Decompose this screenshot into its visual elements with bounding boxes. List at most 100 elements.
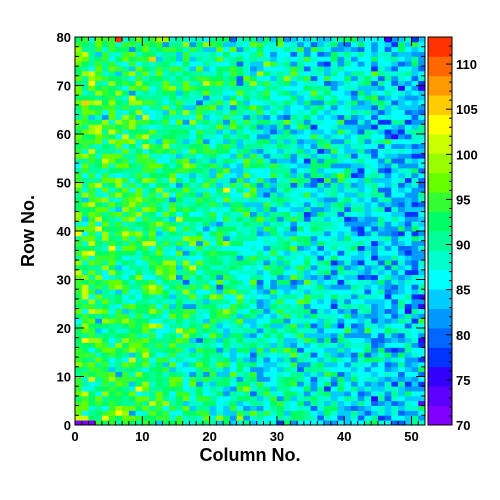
heatmap-cell xyxy=(182,163,190,169)
heatmap-cell xyxy=(135,371,143,377)
heatmap-cell xyxy=(149,255,157,261)
heatmap-cell xyxy=(223,216,231,222)
heatmap-cell xyxy=(122,231,130,237)
heatmap-cell xyxy=(377,192,386,198)
heatmap-cell xyxy=(398,37,406,43)
heatmap-cell xyxy=(384,124,392,130)
heatmap-cell xyxy=(344,342,352,348)
heatmap-cell xyxy=(108,37,116,43)
heatmap-cell xyxy=(155,114,163,120)
heatmap-cell xyxy=(182,104,190,111)
heatmap-cell xyxy=(108,381,116,387)
heatmap-cell xyxy=(122,85,130,91)
heatmap-cell xyxy=(357,90,365,96)
heatmap-cell xyxy=(324,337,332,343)
heatmap-cell xyxy=(391,400,399,406)
heatmap-cell xyxy=(182,235,190,242)
heatmap-cell xyxy=(135,167,143,174)
heatmap-cell xyxy=(411,163,419,169)
heatmap-cell xyxy=(357,104,365,111)
heatmap-cell xyxy=(290,260,298,266)
heatmap-cell xyxy=(344,66,352,72)
heatmap-cell xyxy=(384,104,392,111)
heatmap-cell xyxy=(317,104,325,111)
heatmap-cell xyxy=(95,391,103,397)
heatmap-cell xyxy=(149,182,157,188)
heatmap-cell xyxy=(398,104,406,111)
heatmap-cell xyxy=(202,284,211,290)
heatmap-cell xyxy=(135,216,143,222)
heatmap-cell xyxy=(209,75,217,82)
heatmap-cell xyxy=(209,85,217,91)
heatmap-cell xyxy=(101,240,110,246)
heatmap-cell xyxy=(135,405,143,411)
heatmap-cell xyxy=(418,376,426,382)
heatmap-cell xyxy=(108,95,116,101)
heatmap-cell xyxy=(364,163,372,169)
heatmap-cell xyxy=(324,332,332,339)
heatmap-cell xyxy=(276,177,285,183)
heatmap-cell xyxy=(270,308,278,314)
heatmap-cell xyxy=(310,395,318,402)
heatmap-cell xyxy=(276,211,285,217)
heatmap-cell xyxy=(196,153,204,159)
heatmap-cell xyxy=(330,221,338,227)
heatmap-cell xyxy=(283,235,291,242)
heatmap-cell xyxy=(169,75,177,82)
heatmap-cell xyxy=(75,347,83,353)
heatmap-cell xyxy=(357,221,365,227)
heatmap-cell xyxy=(337,318,345,324)
heatmap-cell xyxy=(108,80,116,86)
heatmap-cell xyxy=(317,371,325,377)
heatmap-cell xyxy=(202,104,211,111)
heatmap-cell xyxy=(330,66,338,72)
heatmap-cell xyxy=(276,206,285,212)
heatmap-cell xyxy=(75,264,83,271)
heatmap-cell xyxy=(303,255,311,261)
heatmap-cell xyxy=(122,352,130,358)
heatmap-cell xyxy=(324,347,332,353)
heatmap-cell xyxy=(398,410,406,416)
heatmap-cell xyxy=(229,51,237,57)
heatmap-cell xyxy=(209,143,217,149)
heatmap-cell xyxy=(169,172,177,179)
heatmap-cell xyxy=(202,129,211,135)
heatmap-cell xyxy=(155,357,163,363)
heatmap-cell xyxy=(169,381,177,387)
heatmap-cell xyxy=(196,95,204,101)
heatmap-cell xyxy=(196,119,204,125)
heatmap-cell xyxy=(142,80,150,86)
heatmap-cell xyxy=(256,269,264,276)
heatmap-cell xyxy=(223,371,231,377)
heatmap-cell xyxy=(250,192,258,198)
heatmap-cell xyxy=(344,143,352,149)
heatmap-cell xyxy=(216,231,224,237)
heatmap-cell xyxy=(216,201,224,208)
heatmap-cell xyxy=(122,395,130,402)
heatmap-cell xyxy=(344,95,352,101)
heatmap-cell xyxy=(337,395,345,402)
heatmap-cell xyxy=(236,192,244,198)
heatmap-cell xyxy=(142,119,150,125)
heatmap-cell xyxy=(142,177,150,183)
heatmap-cell xyxy=(196,337,204,343)
heatmap-cell xyxy=(196,255,204,261)
heatmap-cell xyxy=(350,347,359,353)
heatmap-cell xyxy=(88,192,96,198)
heatmap-cell xyxy=(290,177,298,183)
heatmap-cell xyxy=(236,153,244,159)
heatmap-cell xyxy=(95,361,103,368)
heatmap-cell xyxy=(324,250,332,256)
heatmap-cell xyxy=(391,192,399,198)
heatmap-cell xyxy=(263,337,271,343)
heatmap-cell xyxy=(101,134,110,140)
heatmap-cell xyxy=(337,192,345,198)
heatmap-cell xyxy=(189,279,197,285)
heatmap-cell xyxy=(337,167,345,174)
heatmap-cell xyxy=(196,395,204,402)
heatmap-cell xyxy=(364,182,372,188)
heatmap-cell xyxy=(364,303,372,309)
heatmap-cell xyxy=(175,415,184,421)
heatmap-cell xyxy=(283,51,291,57)
heatmap-cell xyxy=(270,187,278,193)
